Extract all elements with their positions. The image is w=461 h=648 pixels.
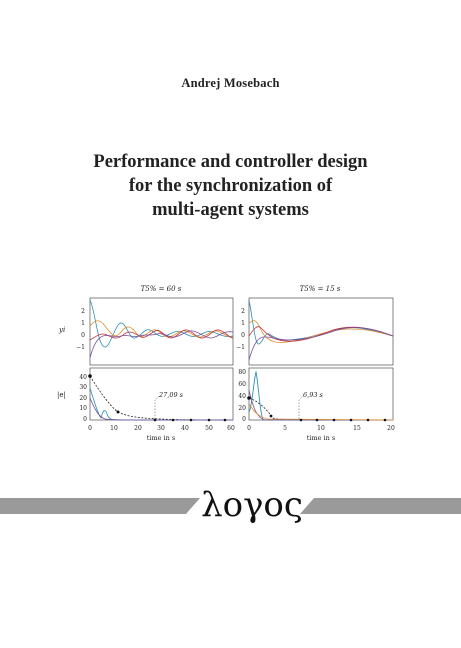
bl-ytick-40: 40: [79, 374, 87, 381]
bl-marker-6: [207, 418, 211, 422]
tr-ytick-m1: −1: [236, 344, 245, 351]
bl-ytick-30: 30: [79, 384, 87, 391]
bl-annotation-leader: [154, 395, 160, 419]
bl-marker-3: [153, 418, 157, 422]
br-ytick-60: 60: [238, 381, 246, 388]
tl-ytick-0: 0: [81, 332, 85, 339]
br-marker-4: [315, 418, 319, 422]
br-xtick-5: 5: [283, 425, 287, 432]
tl-ytick-2: 2: [81, 308, 85, 315]
br-annotation: 6,93 s: [303, 391, 324, 399]
top-y-label: yi: [58, 326, 65, 334]
tl-curve-orange: [89, 320, 234, 338]
br-marker-5: [332, 418, 336, 422]
cover-figure: T5% = 60 s T5% = 15 s yi |e| 2 1 0 −1 2 …: [57, 285, 395, 442]
title-line-2: for the synchronization of: [128, 176, 333, 196]
bl-marker-5: [189, 418, 193, 422]
bl-annotation: 27,09 s: [158, 391, 184, 399]
tr-curve-orange: [248, 320, 394, 343]
br-dashed-envelope: [248, 397, 394, 421]
book-title: Performance and controller design for th…: [0, 150, 461, 222]
right-panel-title: T5% = 15 s: [300, 285, 341, 293]
bl-marker-7: [223, 418, 227, 422]
bl-ytick-20: 20: [79, 395, 87, 402]
logo-right-bar: [300, 498, 461, 514]
tr-curve-purple: [248, 327, 394, 361]
bl-dashed-envelope: [89, 375, 234, 421]
tr-ytick-1: 1: [241, 320, 245, 327]
br-curve-purple: [248, 389, 393, 421]
br-xtick-20: 20: [387, 425, 395, 432]
bl-marker-4: [171, 418, 175, 422]
top-right-axes: [248, 297, 394, 366]
bl-ytick-10: 10: [79, 405, 87, 412]
bl-curve-purple: [89, 397, 234, 421]
br-marker-start: [247, 396, 251, 400]
author-name: Andrej Mosebach: [181, 76, 280, 90]
title-line-1: Performance and controller design: [93, 152, 368, 172]
tr-curve-cyan: [248, 299, 394, 345]
right-x-label: time in s: [307, 434, 335, 442]
br-xtick-10: 10: [317, 425, 325, 432]
br-xtick-15: 15: [353, 425, 361, 432]
tl-ytick-1: 1: [81, 320, 85, 327]
top-left-axes: [89, 297, 234, 366]
bl-marker-2: [116, 410, 120, 414]
publisher-logo-text: λογος: [201, 485, 303, 525]
bl-xtick-40: 40: [181, 425, 189, 432]
br-marker-7: [366, 418, 370, 422]
bl-xtick-60: 60: [227, 425, 235, 432]
bl-xtick-30: 30: [157, 425, 165, 432]
br-marker-2: [269, 414, 273, 418]
tr-ytick-0: 0: [241, 332, 245, 339]
br-ytick-80: 80: [238, 369, 246, 376]
bl-xtick-10: 10: [110, 425, 118, 432]
title-line-3: multi-agent systems: [152, 200, 309, 220]
tl-curve-red: [89, 329, 234, 341]
br-curve-orange: [248, 403, 394, 421]
left-panel-title: T5% = 60 s: [141, 285, 182, 293]
br-curve-cyan: [248, 370, 393, 421]
bl-marker-start: [88, 374, 92, 378]
tl-ytick-m1: −1: [76, 344, 85, 351]
tr-ytick-2: 2: [241, 308, 245, 315]
br-xtick-0: 0: [247, 425, 251, 432]
br-ytick-40: 40: [238, 393, 246, 400]
br-ytick-0: 0: [242, 416, 246, 423]
tl-curve-purple: [89, 330, 234, 359]
publisher-logo-banner: λογος: [0, 485, 461, 525]
tr-curve-red: [248, 326, 394, 342]
bl-xtick-50: 50: [205, 425, 213, 432]
bl-xtick-20: 20: [134, 425, 142, 432]
br-marker-6: [349, 418, 353, 422]
bottom-y-label: |e|: [57, 391, 66, 399]
bl-ytick-0: 0: [83, 416, 87, 423]
br-marker-8: [383, 418, 387, 422]
tl-curve-cyan: [89, 299, 234, 348]
br-ytick-20: 20: [238, 405, 246, 412]
br-marker-3: [299, 418, 303, 422]
br-annotation-leader: [298, 395, 304, 419]
bl-xtick-0: 0: [88, 425, 92, 432]
logo-left-bar: [0, 498, 200, 514]
left-x-label: time in s: [147, 434, 175, 442]
